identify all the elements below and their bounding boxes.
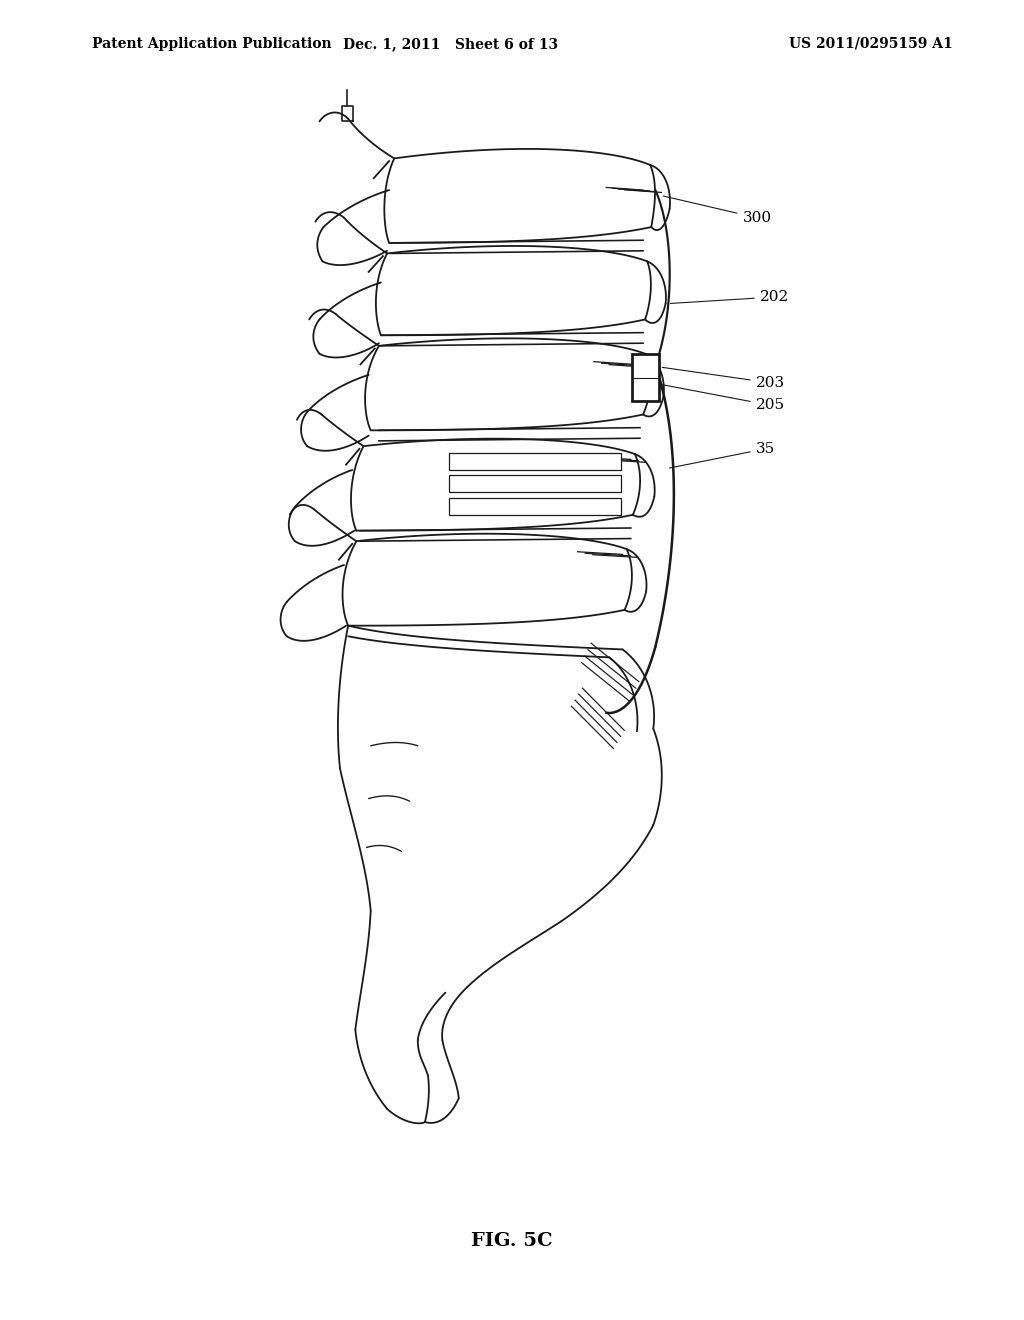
- Bar: [449, 498, 621, 515]
- Text: 205: 205: [655, 383, 784, 412]
- Text: 203: 203: [663, 367, 784, 389]
- Bar: [449, 475, 621, 492]
- Text: 35: 35: [670, 442, 775, 469]
- FancyBboxPatch shape: [632, 354, 659, 401]
- Text: 300: 300: [664, 195, 771, 224]
- Text: Dec. 1, 2011   Sheet 6 of 13: Dec. 1, 2011 Sheet 6 of 13: [343, 37, 558, 51]
- Text: 202: 202: [671, 290, 790, 304]
- Text: US 2011/0295159 A1: US 2011/0295159 A1: [788, 37, 952, 51]
- Text: Patent Application Publication: Patent Application Publication: [92, 37, 332, 51]
- Text: FIG. 5C: FIG. 5C: [471, 1232, 553, 1250]
- Bar: [449, 453, 621, 470]
